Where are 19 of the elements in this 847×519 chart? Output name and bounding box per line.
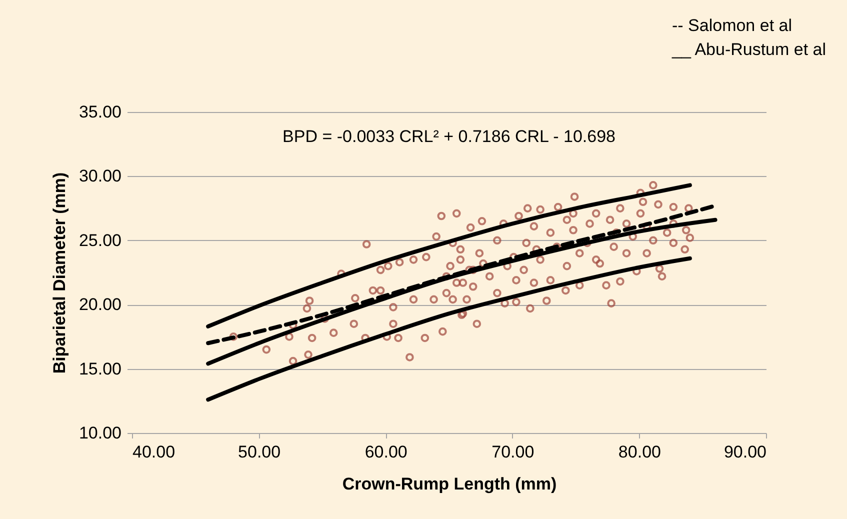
- x-axis-title: Crown-Rump Length (mm): [342, 474, 557, 494]
- x-tick-label: 90.00: [724, 442, 766, 462]
- x-tick-label: 70.00: [492, 442, 534, 462]
- x-tick-label: 50.00: [238, 442, 281, 462]
- y-tick-label: 20.00: [78, 295, 122, 314]
- text: -- Salomon et al: [672, 16, 792, 35]
- annotation: BPD = -0.0033 CRL² + 0.7186 CRL - 10.698: [282, 127, 616, 146]
- x-tick-label: 60.00: [364, 442, 408, 462]
- y-tick-label: 15.00: [78, 359, 122, 378]
- y-tick-label: 25.00: [78, 230, 122, 250]
- text: __ Abu-Rustum et al: [671, 40, 826, 59]
- y-tick-label: 10.00: [78, 424, 122, 442]
- line-series: [206, 256, 692, 402]
- y-tick-label: 35.00: [78, 102, 122, 122]
- y-tick-label: 30.00: [78, 166, 122, 186]
- line-series: [206, 183, 692, 328]
- y-axis-title: Biparietal Diameter (mm): [50, 172, 69, 374]
- x-tick-label: 40.00: [132, 442, 176, 462]
- x-tick-label: 80.00: [618, 442, 661, 462]
